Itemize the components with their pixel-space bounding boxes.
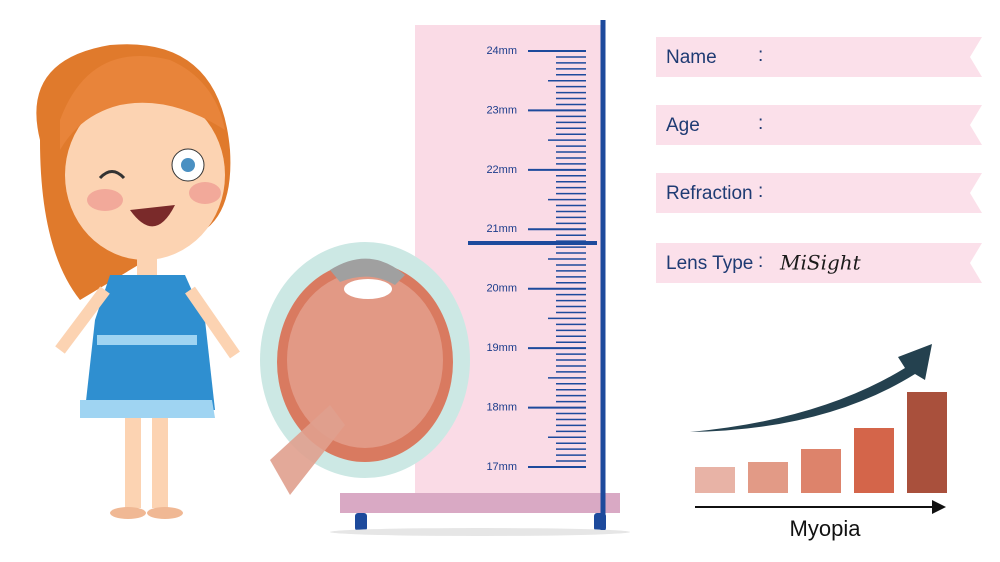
ruler-label: 24mm — [486, 45, 517, 57]
field-separator: : — [758, 181, 763, 202]
field-separator: : — [758, 45, 763, 66]
ruler-ticks: 24mm 23mm 22mm 21mm 20mm 19mm 18mm 17mm — [486, 45, 586, 473]
field-label: Lens Type — [666, 253, 753, 274]
field-label: Age — [666, 115, 700, 136]
ruler-label: 19mm — [486, 342, 517, 354]
ruler-leg — [355, 513, 367, 531]
ruler-label: 22mm — [486, 164, 517, 176]
ruler-base — [340, 493, 620, 513]
ruler-label: 21mm — [486, 223, 517, 235]
form-banner — [656, 105, 982, 145]
ruler-label: 18mm — [486, 401, 517, 413]
axis-label: Myopia — [790, 516, 862, 541]
ruler-label: 17mm — [486, 461, 517, 473]
form: Name:Age:Refraction:Lens Type: MiSight — [656, 37, 982, 283]
form-banner — [656, 243, 982, 283]
ruler-label: 20mm — [486, 283, 517, 295]
field-label: Refraction — [666, 183, 753, 204]
field-value: MiSight — [779, 251, 862, 275]
field-separator: : — [758, 113, 763, 134]
field-separator: : — [758, 251, 763, 272]
form-banner — [656, 37, 982, 77]
eye-illustration — [260, 242, 470, 495]
shadow — [330, 528, 630, 536]
girl-illustration — [36, 44, 240, 519]
ruler-label: 23mm — [486, 104, 517, 116]
field-label: Name — [666, 47, 717, 68]
myopia-icon — [690, 344, 947, 514]
form-banner — [656, 173, 982, 213]
